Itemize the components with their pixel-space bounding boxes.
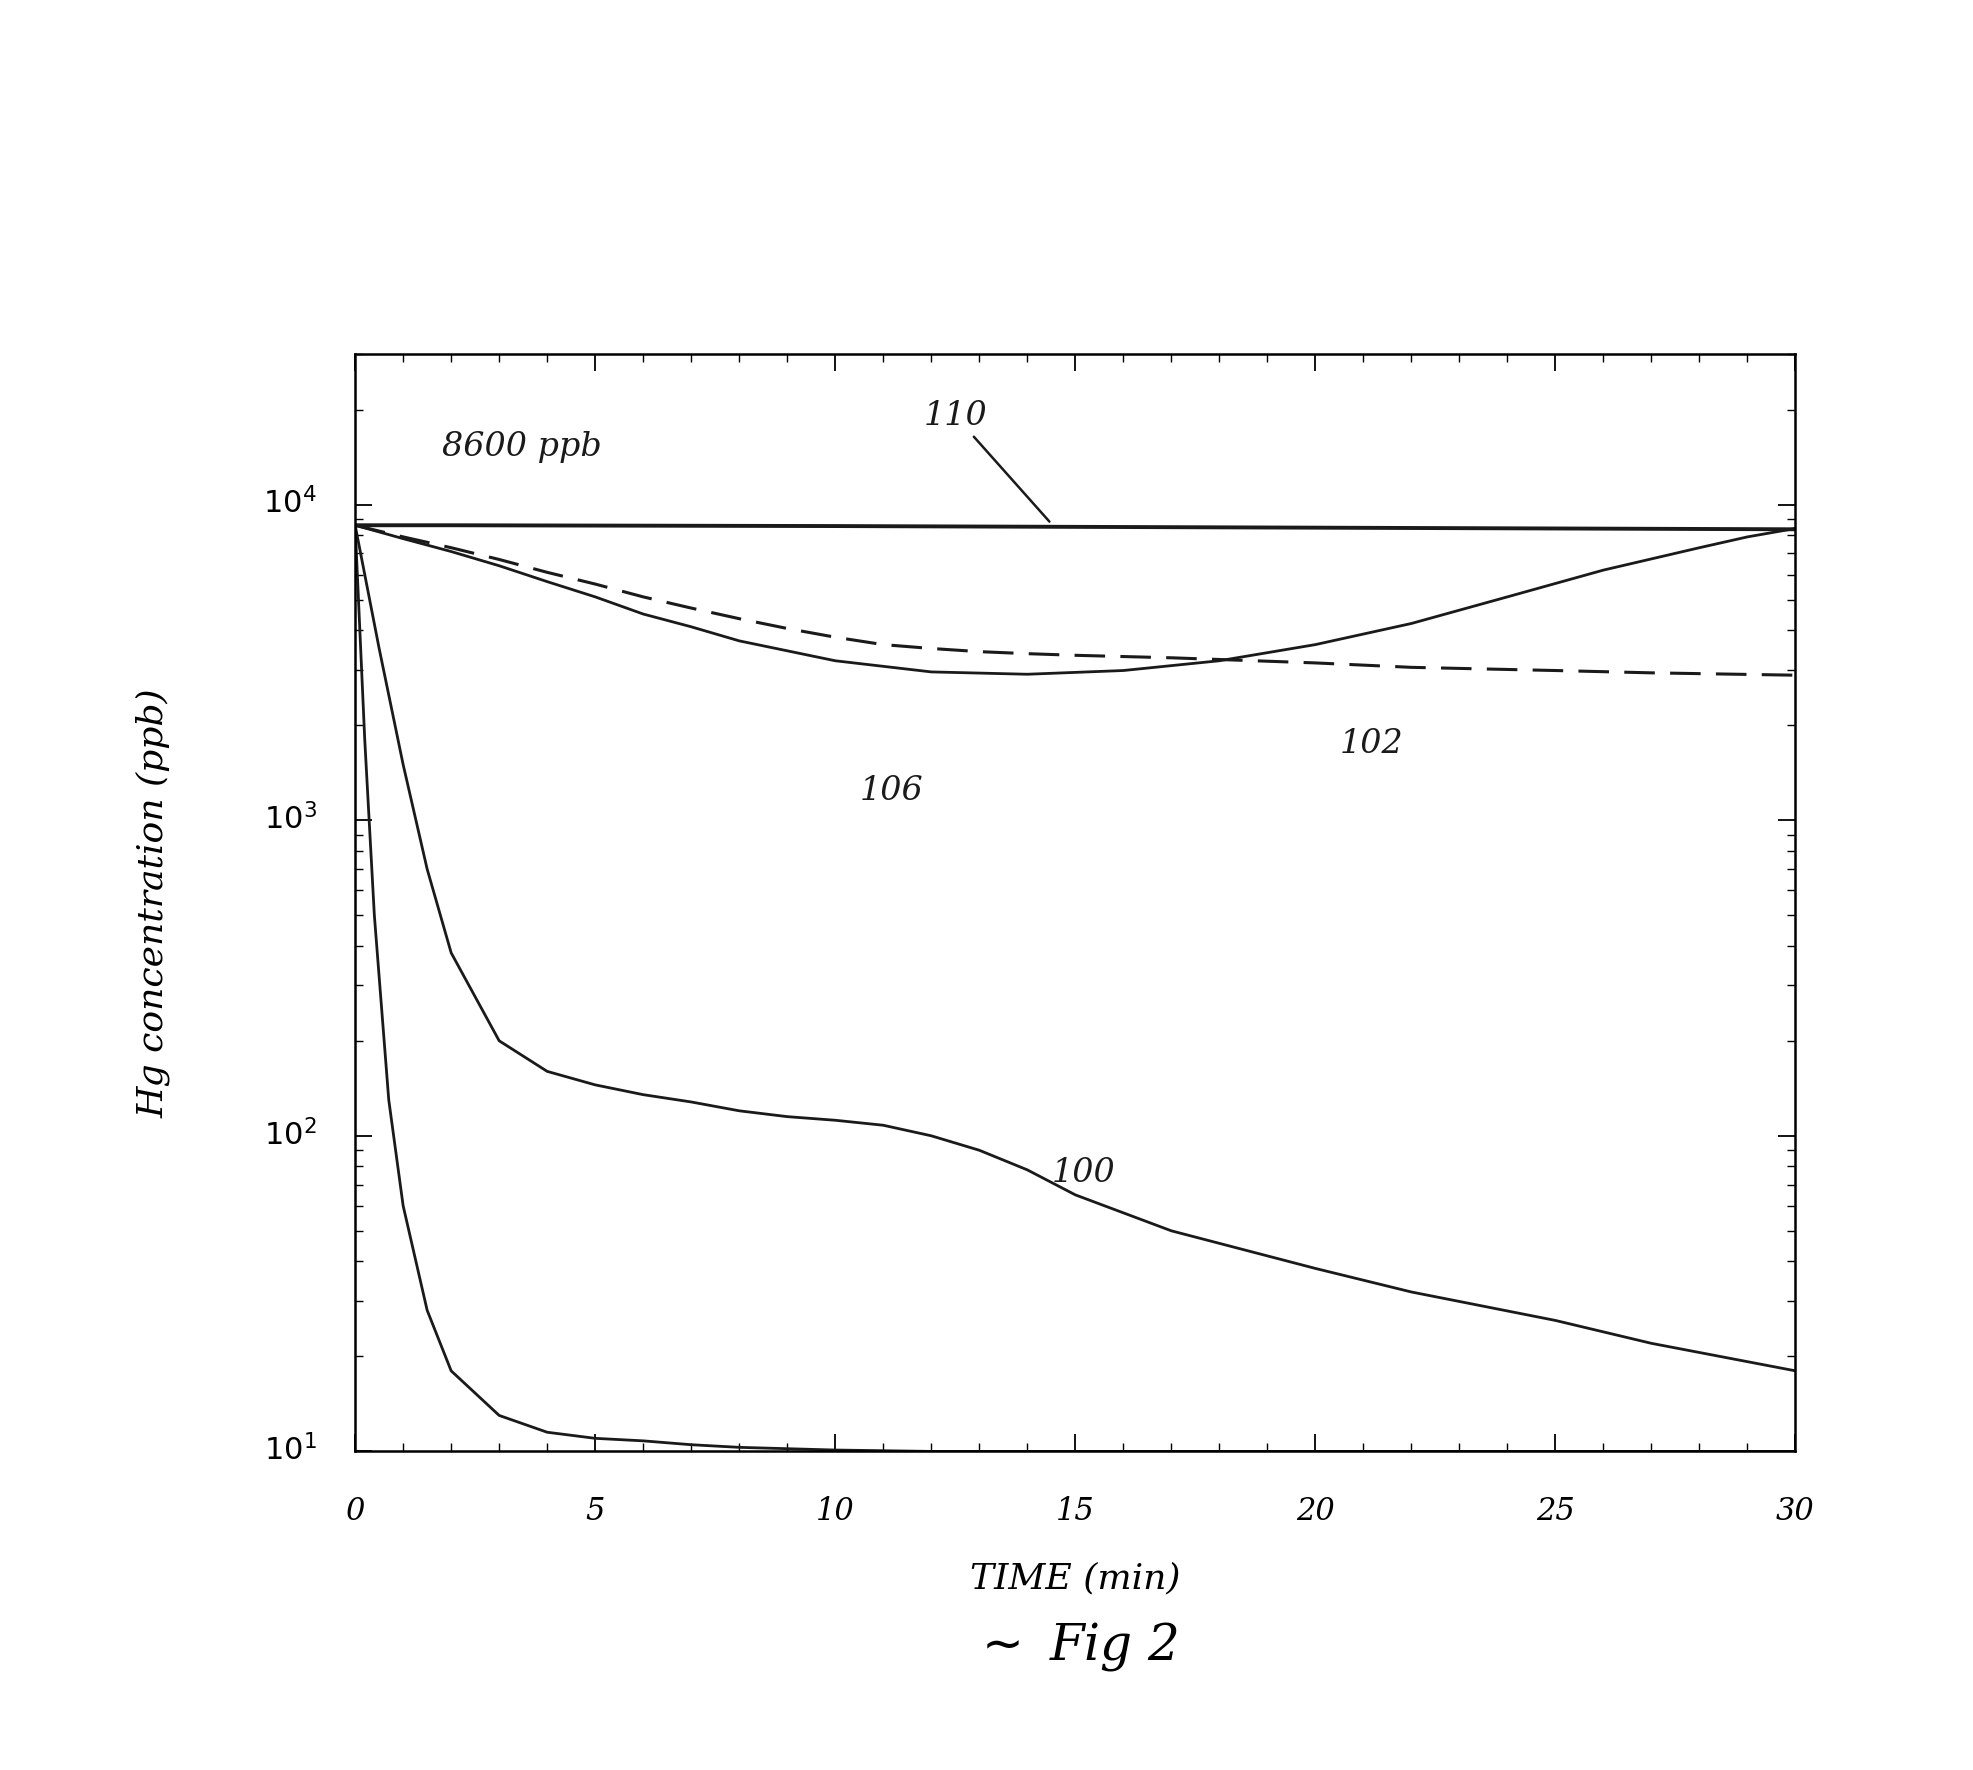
Text: $\sim$ Fig 2: $\sim$ Fig 2: [973, 1620, 1178, 1673]
Text: Hg concentration (ppb): Hg concentration (ppb): [136, 689, 172, 1117]
Text: 15: 15: [1056, 1496, 1095, 1528]
Text: $10^2$: $10^2$: [264, 1120, 318, 1152]
Text: 100: 100: [1052, 1156, 1115, 1189]
Text: 20: 20: [1296, 1496, 1334, 1528]
Text: 25: 25: [1537, 1496, 1574, 1528]
Text: $10^4$: $10^4$: [262, 489, 318, 520]
Text: $10^1$: $10^1$: [264, 1435, 318, 1467]
Text: 106: 106: [860, 775, 923, 807]
Text: 110: 110: [923, 400, 1050, 522]
Text: $10^3$: $10^3$: [264, 804, 318, 837]
Text: 0: 0: [345, 1496, 365, 1528]
Text: 102: 102: [1340, 727, 1403, 759]
Text: TIME (min): TIME (min): [971, 1561, 1180, 1595]
Text: 10: 10: [817, 1496, 854, 1528]
Text: 30: 30: [1776, 1496, 1815, 1528]
Text: 8600 ppb: 8600 ppb: [442, 432, 602, 464]
Text: 5: 5: [586, 1496, 606, 1528]
